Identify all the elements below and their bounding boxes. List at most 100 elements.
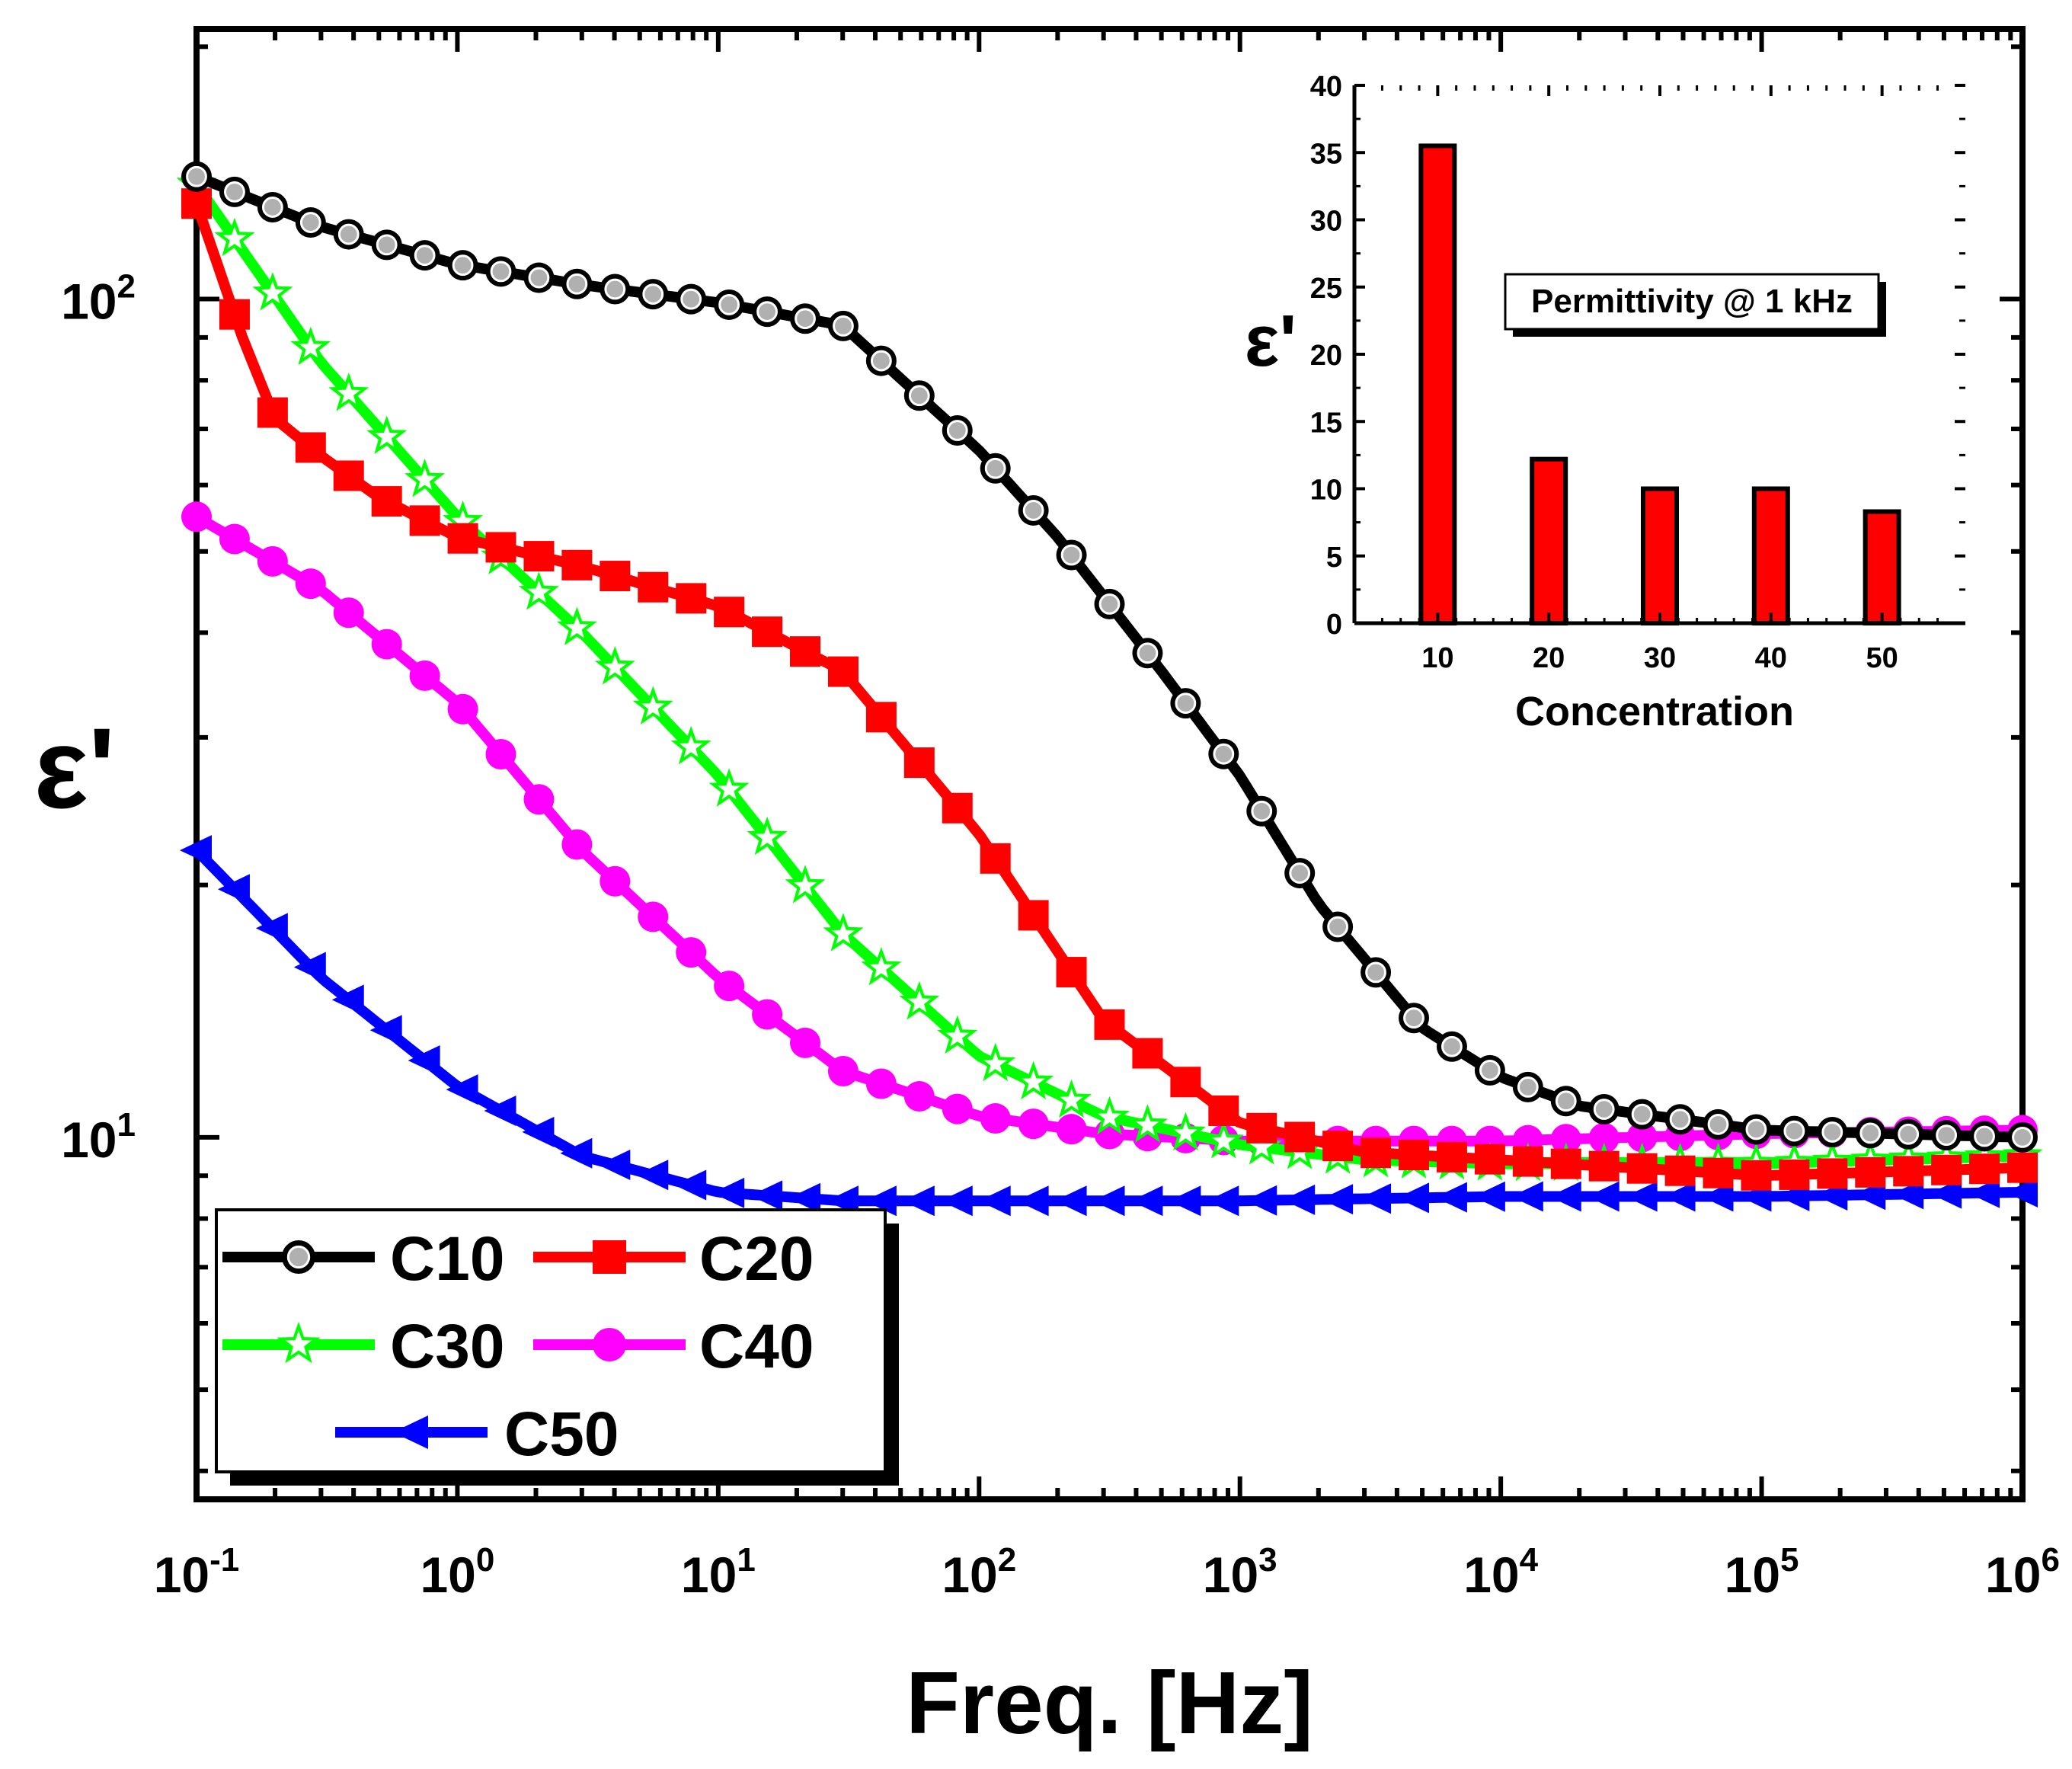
- data-point: [409, 660, 440, 691]
- data-point: [560, 1137, 593, 1169]
- data-point-inner: [1022, 500, 1044, 521]
- data-point-inner: [337, 223, 360, 245]
- data-point-inner: [299, 212, 321, 233]
- x-tick-label: 101: [681, 1541, 756, 1603]
- data-point-inner: [642, 283, 664, 305]
- data-point: [1930, 1178, 1962, 1209]
- data-point: [2007, 1152, 2038, 1183]
- legend-entry-c10: C10: [222, 1224, 504, 1294]
- legend-label: C20: [699, 1224, 814, 1294]
- data-point-inner: [224, 181, 245, 203]
- data-point-inner: [1517, 1076, 1539, 1098]
- data-point-inner: [186, 165, 207, 187]
- data-point: [600, 865, 631, 897]
- data-point: [1701, 1181, 1734, 1212]
- data-point-inner: [604, 278, 626, 300]
- data-point: [638, 571, 669, 603]
- data-point: [632, 686, 673, 725]
- data-point-inner: [1098, 593, 1121, 615]
- data-point: [485, 532, 516, 563]
- data-point: [1588, 1150, 1620, 1182]
- data-point: [556, 606, 597, 646]
- data-point: [561, 829, 593, 860]
- data-point: [219, 299, 250, 330]
- inset-y-tick-label: 40: [1310, 71, 1342, 103]
- data-point-inner: [870, 350, 892, 372]
- data-point-inner: [286, 1245, 311, 1269]
- plot-frame: [193, 26, 2026, 1502]
- data-point: [408, 1044, 440, 1076]
- data-point-inner: [984, 457, 1006, 479]
- data-point-inner: [414, 245, 436, 267]
- data-point-inner: [1175, 693, 1197, 714]
- legend-entry-c20: C20: [533, 1224, 814, 1294]
- data-point-inner: [1593, 1099, 1615, 1120]
- data-point-inner: [1403, 1007, 1424, 1029]
- data-point: [1550, 1148, 1581, 1179]
- data-point-inner: [1213, 743, 1235, 765]
- data-point: [978, 1185, 1011, 1217]
- data-point-inner: [1898, 1123, 1920, 1145]
- data-point: [1018, 1108, 1049, 1140]
- data-point: [942, 1093, 973, 1124]
- data-point: [1170, 1067, 1201, 1098]
- data-point: [404, 459, 446, 497]
- data-point: [937, 1015, 978, 1054]
- legend-label: C40: [699, 1312, 814, 1381]
- data-point: [257, 397, 288, 428]
- inset-y-tick-label: 25: [1310, 273, 1342, 305]
- inset-bar-chart: 0 5 10 15 20 25 30 35 40 10 20 30 40 50 Permittivity @…: [1245, 71, 1965, 734]
- data-point: [446, 1074, 478, 1105]
- data-point: [1663, 1181, 1696, 1212]
- data-point: [277, 1321, 321, 1364]
- data-point-inner: [1974, 1125, 1995, 1147]
- data-point: [252, 272, 293, 311]
- data-point: [1169, 1185, 1201, 1217]
- data-point: [714, 971, 745, 1002]
- data-point-inner: [756, 301, 778, 322]
- data-point: [980, 843, 1011, 874]
- data-point: [1893, 1156, 1924, 1187]
- data-point: [1203, 1120, 1244, 1159]
- inset-y-tick-label: 30: [1310, 206, 1342, 238]
- data-point: [1588, 1122, 1620, 1153]
- data-point: [1626, 1121, 1658, 1153]
- inset-x-tick-label: 20: [1533, 642, 1565, 674]
- data-point-inner: [1327, 916, 1349, 938]
- data-point-inner: [680, 288, 702, 310]
- data-point: [638, 901, 669, 932]
- inset-x-tick-label: 40: [1755, 642, 1787, 674]
- y-axis-label: ε': [34, 704, 116, 832]
- data-point: [1436, 1141, 1467, 1172]
- data-point: [1208, 1095, 1239, 1126]
- data-point: [217, 874, 250, 905]
- inset-y-tick-label: 5: [1326, 542, 1342, 574]
- x-tick-label: 102: [942, 1541, 1016, 1603]
- data-point: [1207, 1185, 1239, 1217]
- inset-title: Permittivity @ 1 kHz: [1531, 283, 1853, 320]
- data-point: [180, 835, 212, 866]
- x-tick-label: 100: [420, 1541, 494, 1603]
- data-point: [1779, 1159, 1810, 1190]
- data-point: [371, 629, 402, 660]
- data-point-inner: [1251, 800, 1273, 822]
- inset-x-tick-label: 10: [1421, 642, 1453, 674]
- data-point: [593, 1240, 626, 1274]
- data-point-inner: [452, 254, 474, 277]
- data-point: [827, 1055, 859, 1086]
- data-point: [523, 784, 555, 815]
- data-point-inner: [261, 197, 283, 218]
- data-point: [827, 656, 859, 687]
- data-point: [333, 460, 364, 491]
- data-point: [785, 865, 826, 904]
- data-point: [447, 523, 478, 554]
- data-point: [1968, 1177, 2000, 1208]
- data-point-inner: [1289, 862, 1311, 884]
- data-point: [903, 1081, 935, 1112]
- data-point-inner: [795, 308, 816, 330]
- x-tick-label: 104: [1463, 1541, 1538, 1603]
- y-tick-label: 102: [61, 268, 136, 330]
- series-c10: [181, 161, 2038, 1153]
- data-point: [708, 768, 750, 807]
